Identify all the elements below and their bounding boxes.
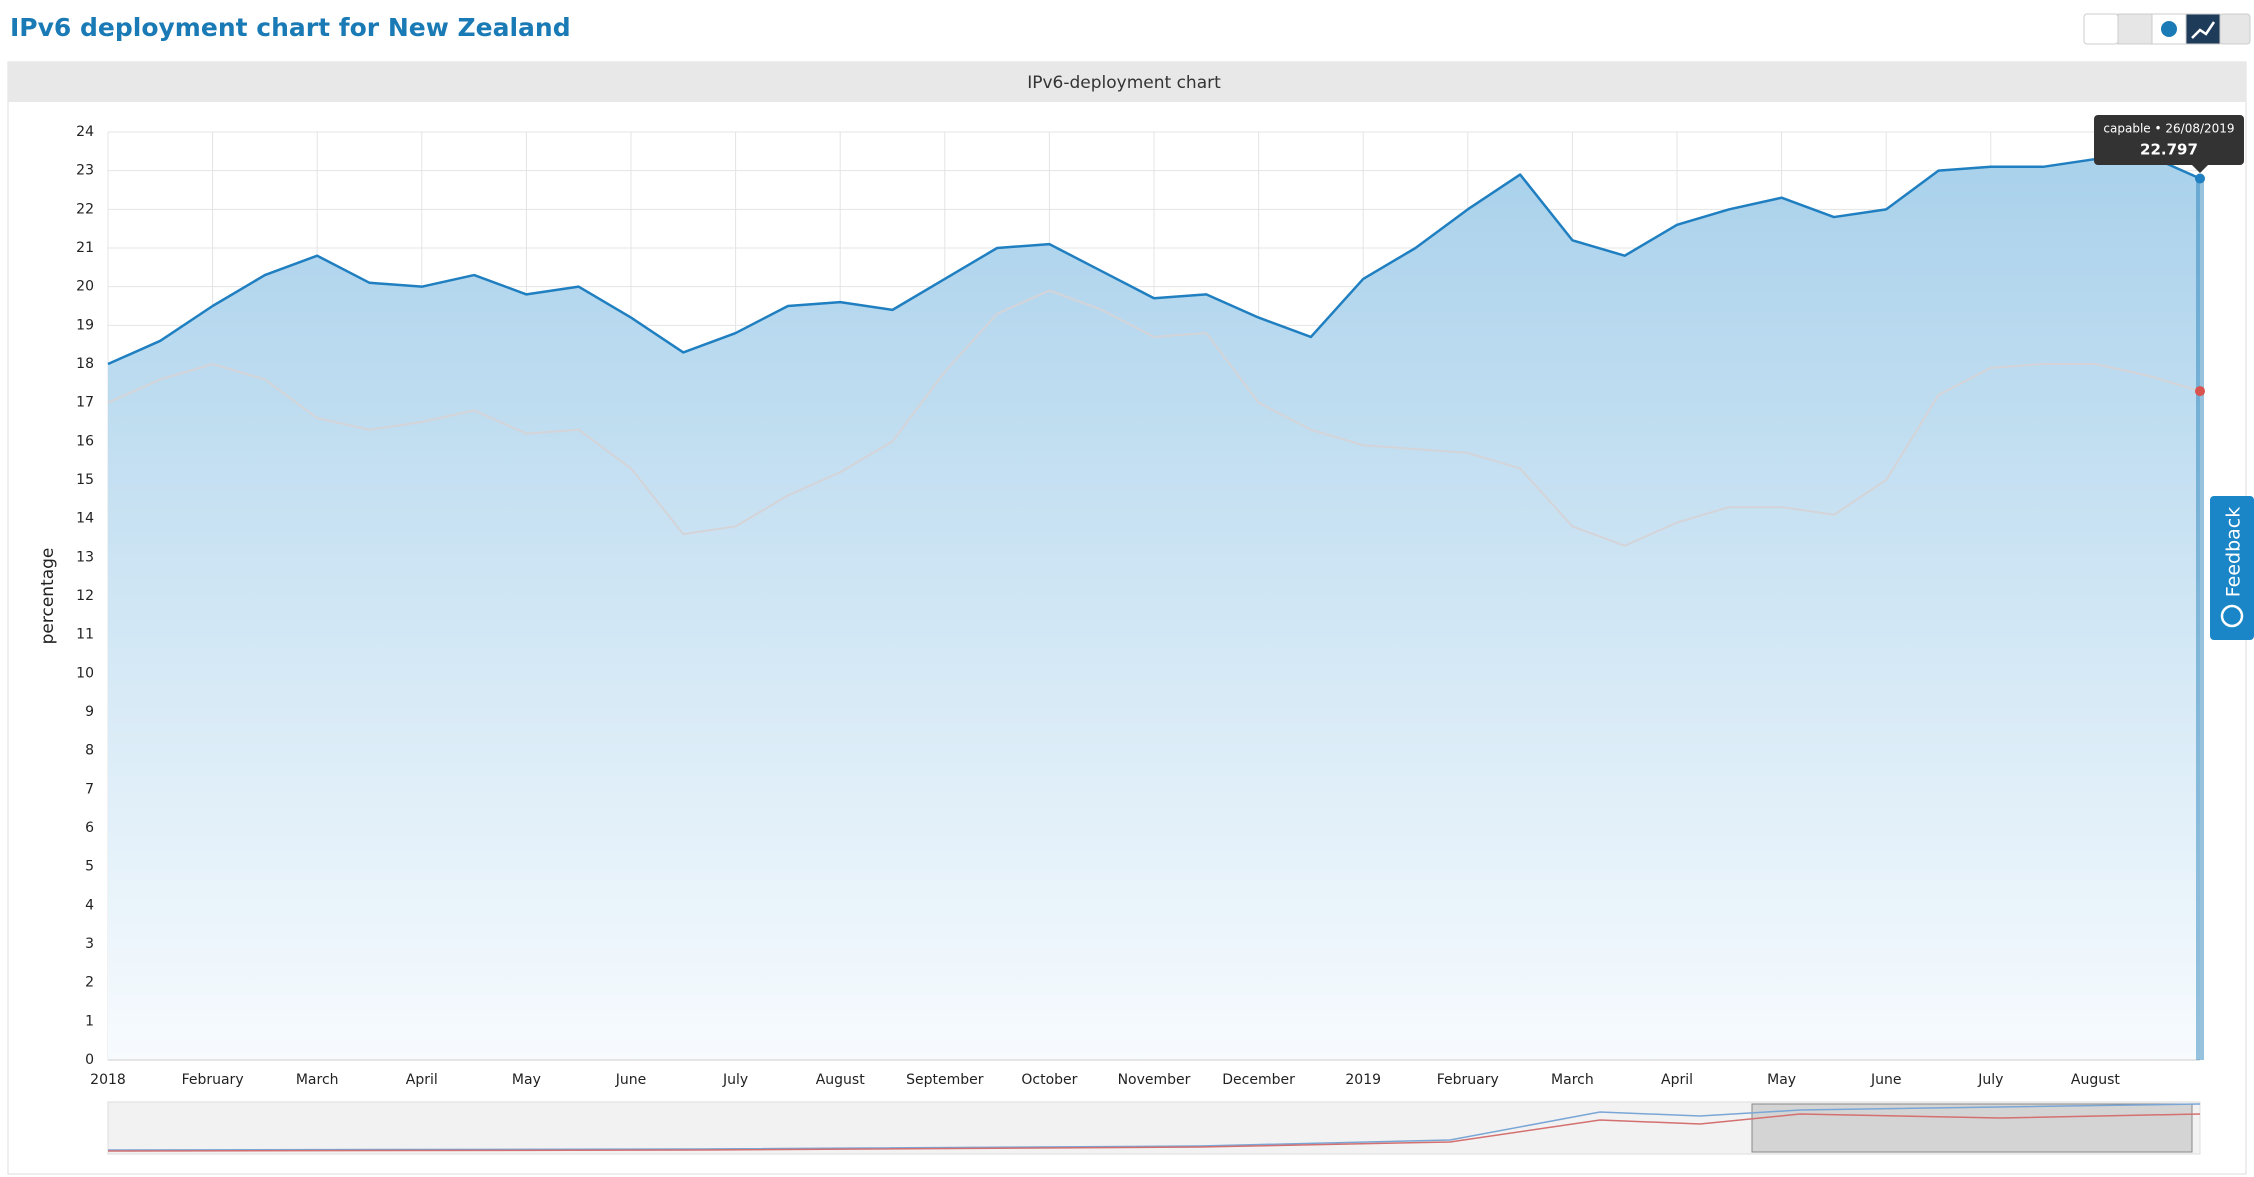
x-tick-label: March — [1551, 1072, 1594, 1088]
y-tick-label: 11 — [76, 627, 94, 643]
x-tick-label: April — [1661, 1072, 1693, 1088]
tooltip-value: 22.797 — [2140, 141, 2198, 159]
x-tick-label: August — [816, 1072, 866, 1088]
feedback-label: Feedback — [2223, 507, 2245, 597]
navigator-line — [107, 1113, 2201, 1152]
y-tick-label: 7 — [85, 781, 94, 797]
icon — [2161, 21, 2177, 37]
feedback-icon — [2220, 604, 2244, 628]
x-tick-label: November — [1118, 1072, 1191, 1088]
plot: 0123456789101112131415161718192021222324… — [76, 124, 2205, 1088]
x-tick-label: May — [1767, 1072, 1796, 1088]
icon — [2191, 21, 2216, 39]
y-tick-label: 8 — [85, 743, 94, 759]
y-tick-label: 16 — [76, 433, 94, 449]
y-tick-label: 24 — [76, 124, 94, 140]
y-tick-label: 15 — [76, 472, 94, 488]
y-tick-label: 23 — [76, 163, 94, 179]
tooltip — [2094, 115, 2244, 165]
x-tick-label: 2019 — [1345, 1072, 1381, 1088]
y-tick-label: 20 — [76, 279, 94, 295]
y-tick-label: 17 — [76, 395, 94, 411]
y-tick-label: 2 — [85, 975, 94, 991]
y-tick-label: 1 — [85, 1013, 94, 1029]
x-tick-label: July — [722, 1072, 748, 1088]
y-tick-label: 12 — [76, 588, 94, 604]
page-title: IPv6 deployment chart for New Zealand — [10, 13, 571, 42]
y-tick-label: 19 — [76, 317, 94, 333]
y-tick-label: 10 — [76, 665, 94, 681]
tooltip-title: capable • 26/08/2019 — [2103, 122, 2234, 136]
y-tick-label: 21 — [76, 240, 94, 256]
feedback-tab[interactable] — [2210, 496, 2254, 640]
y-tick-label: 3 — [85, 936, 94, 952]
panel-header — [8, 62, 2246, 102]
x-tick-label: February — [1437, 1072, 1499, 1088]
y-tick-label: 22 — [76, 201, 94, 217]
tooltip-arrow — [2192, 165, 2208, 173]
y-tick-label: 13 — [76, 549, 94, 565]
y-tick-label: 6 — [85, 820, 94, 836]
hide-button[interactable] — [2219, 13, 2251, 45]
x-tick-label: October — [1021, 1072, 1077, 1088]
panel-title: IPv6-deployment chart — [1027, 73, 1221, 93]
y-tick-label: 0 — [85, 1052, 94, 1068]
line — [107, 289, 2201, 547]
x-tick-label: April — [406, 1072, 438, 1088]
crosshair — [2196, 178, 2204, 1061]
x-tick-label: June — [1870, 1072, 1902, 1088]
y-tick-label: 4 — [85, 897, 94, 913]
x-tick-label: August — [2071, 1072, 2121, 1088]
x-tick-label: 2018 — [90, 1072, 126, 1088]
x-tick-label: May — [512, 1072, 541, 1088]
marker — [2195, 173, 2205, 184]
bar-chart-button[interactable] — [2083, 13, 2119, 45]
x-tick-label: March — [296, 1072, 339, 1088]
marker — [2195, 386, 2205, 397]
y-axis-label: percentage — [38, 548, 58, 645]
area — [108, 155, 2200, 1060]
line — [107, 153, 2201, 366]
navigator-window[interactable] — [1751, 1103, 2193, 1153]
x-tick-label: December — [1222, 1072, 1295, 1088]
toolbar — [2083, 13, 2251, 45]
y-tick-label: 18 — [76, 356, 94, 372]
navigator-line — [107, 1103, 2201, 1151]
table-button[interactable] — [2117, 13, 2153, 45]
line-chart-button[interactable] — [2185, 13, 2221, 45]
x-tick-label: July — [1977, 1072, 2003, 1088]
y-tick-label: 5 — [85, 859, 94, 875]
x-tick-label: February — [182, 1072, 244, 1088]
x-tick-label: September — [906, 1072, 984, 1088]
y-tick-label: 14 — [76, 511, 94, 527]
x-tick-label: June — [615, 1072, 647, 1088]
y-tick-label: 9 — [85, 704, 94, 720]
